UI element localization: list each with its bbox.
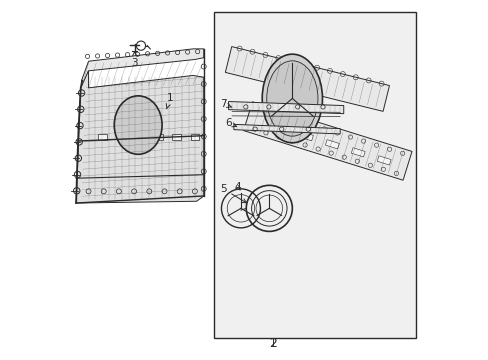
Text: 3: 3 [131,52,138,68]
Polygon shape [233,124,340,134]
Text: 5: 5 [220,184,246,203]
Text: 6: 6 [225,118,236,128]
Bar [299,132,313,141]
Text: 7: 7 [220,99,231,109]
Bar [172,134,181,140]
Bar [190,134,199,140]
Bar [153,134,163,140]
Bar [325,140,339,149]
Polygon shape [81,49,203,90]
Ellipse shape [262,54,322,143]
Polygon shape [243,102,411,180]
Bar [273,123,287,133]
Ellipse shape [114,96,162,154]
Polygon shape [225,46,388,111]
Text: 1: 1 [166,94,173,109]
Text: 4: 4 [234,182,240,192]
Bar [98,134,107,140]
Bar [135,134,144,140]
Bar [376,156,390,165]
Polygon shape [76,71,203,203]
Polygon shape [228,102,343,114]
Bar [117,134,125,140]
Bar [350,148,365,157]
Ellipse shape [266,61,317,136]
Text: 2: 2 [268,337,276,350]
Bar [214,12,416,338]
